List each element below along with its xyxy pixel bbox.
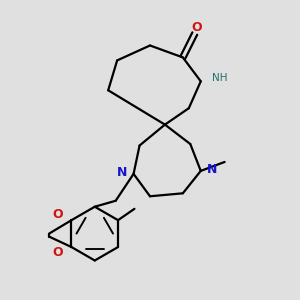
Text: O: O <box>52 246 63 259</box>
Text: NH: NH <box>212 73 228 83</box>
Text: O: O <box>192 21 202 34</box>
Text: N: N <box>117 166 127 179</box>
Text: O: O <box>52 208 63 221</box>
Text: N: N <box>207 163 218 176</box>
